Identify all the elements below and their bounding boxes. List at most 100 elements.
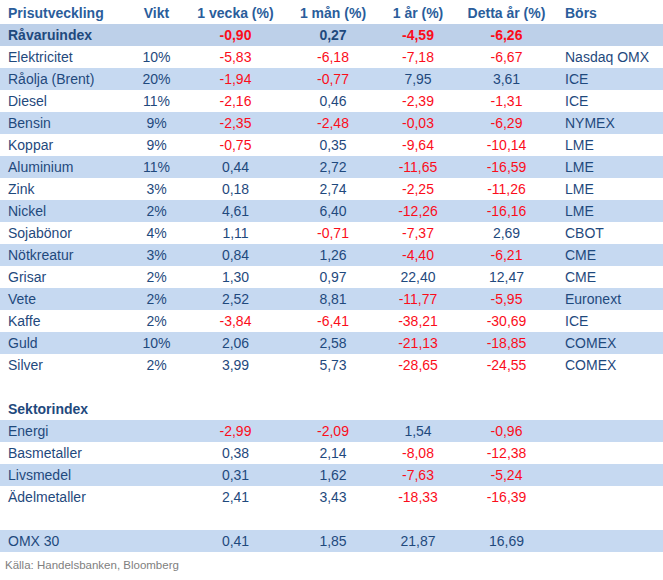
cell-bors — [555, 486, 663, 508]
cell-1-man — [288, 508, 378, 530]
cell-1-vecka: 0,18 — [183, 178, 288, 200]
cell-bors — [555, 376, 663, 398]
cell-name: Nötkreatur — [0, 244, 130, 266]
cell-name: Sektorindex — [0, 398, 130, 420]
cell-1-man: -2,48 — [288, 112, 378, 134]
spacer-row — [0, 376, 663, 398]
cell-1-vecka: 4,61 — [183, 200, 288, 222]
cell-detta-ar: -12,38 — [458, 442, 555, 464]
cell-detta-ar: -0,96 — [458, 420, 555, 442]
cell-vikt: 2% — [130, 200, 183, 222]
cell-1-man: -0,71 — [288, 222, 378, 244]
cell-bors: NYMEX — [555, 112, 663, 134]
cell-vikt: 2% — [130, 266, 183, 288]
cell-1-man: -2,09 — [288, 420, 378, 442]
cell-1-vecka: 2,06 — [183, 332, 288, 354]
cell-detta-ar — [458, 398, 555, 420]
cell-vikt: 2% — [130, 310, 183, 332]
cell-detta-ar: -18,85 — [458, 332, 555, 354]
cell-1-ar: -11,77 — [378, 288, 458, 310]
cell-bors: LME — [555, 200, 663, 222]
cell-1-man: 5,73 — [288, 354, 378, 376]
cell-bors: Nasdaq OMX — [555, 46, 663, 68]
cell-bors: CME — [555, 266, 663, 288]
cell-1-ar: 21,87 — [378, 530, 458, 552]
cell-detta-ar — [458, 376, 555, 398]
table-row: Energi-2,99-2,091,54-0,96 — [0, 420, 663, 442]
cell-name: Guld — [0, 332, 130, 354]
cell-bors: COMEX — [555, 354, 663, 376]
table-header-row: PrisutvecklingVikt1 vecka (%)1 mån (%)1 … — [0, 2, 663, 24]
cell-1-vecka: -0,75 — [183, 134, 288, 156]
cell-1-ar: -7,37 — [378, 222, 458, 244]
table-row: Zink3%0,182,74-2,25-11,26LME — [0, 178, 663, 200]
cell-vikt: 11% — [130, 156, 183, 178]
table-body: Råvaruindex-0,900,27-4,59-6,26Elektricit… — [0, 24, 663, 552]
cell-detta-ar: -6,29 — [458, 112, 555, 134]
cell-1-vecka: 2,41 — [183, 486, 288, 508]
cell-vikt — [130, 398, 183, 420]
cell-1-ar: -2,39 — [378, 90, 458, 112]
cell-1-vecka: -5,83 — [183, 46, 288, 68]
cell-detta-ar: -16,39 — [458, 486, 555, 508]
cell-1-ar: -38,21 — [378, 310, 458, 332]
cell-name: OMX 30 — [0, 530, 130, 552]
cell-1-vecka: -2,16 — [183, 90, 288, 112]
cell-name: Koppar — [0, 134, 130, 156]
cell-bors — [555, 508, 663, 530]
table-row: Guld10%2,062,58-21,13-18,85COMEX — [0, 332, 663, 354]
table-row: Silver2%3,995,73-28,65-24,55COMEX — [0, 354, 663, 376]
cell-bors — [555, 464, 663, 486]
cell-vikt — [130, 530, 183, 552]
cell-1-man: 2,58 — [288, 332, 378, 354]
col-header-vikt: Vikt — [130, 2, 183, 24]
cell-vikt: 10% — [130, 46, 183, 68]
cell-vikt: 9% — [130, 112, 183, 134]
table-row: Sojabönor4%1,11-0,71-7,372,69CBOT — [0, 222, 663, 244]
cell-1-man: 2,72 — [288, 156, 378, 178]
cell-1-vecka: 1,11 — [183, 222, 288, 244]
cell-name: Råolja (Brent) — [0, 68, 130, 90]
cell-1-ar: -0,03 — [378, 112, 458, 134]
cell-vikt: 20% — [130, 68, 183, 90]
table-row: Diesel11%-2,160,46-2,39-1,31ICE — [0, 90, 663, 112]
cell-1-ar: -4,40 — [378, 244, 458, 266]
cell-1-man: 0,46 — [288, 90, 378, 112]
cell-1-man: 3,43 — [288, 486, 378, 508]
cell-1-man: 2,14 — [288, 442, 378, 464]
cell-1-vecka: 1,30 — [183, 266, 288, 288]
cell-1-ar: -7,63 — [378, 464, 458, 486]
cell-1-ar: -18,33 — [378, 486, 458, 508]
cell-vikt: 2% — [130, 354, 183, 376]
cell-vikt: 10% — [130, 332, 183, 354]
cell-bors: ICE — [555, 68, 663, 90]
table-row: Grisar2%1,300,9722,4012,47CME — [0, 266, 663, 288]
cell-name: Ädelmetaller — [0, 486, 130, 508]
table-row: Vete2%2,528,81-11,77-5,95Euronext — [0, 288, 663, 310]
cell-detta-ar: -24,55 — [458, 354, 555, 376]
cell-1-man: 2,74 — [288, 178, 378, 200]
col-header-1-man: 1 mån (%) — [288, 2, 378, 24]
cell-vikt: 4% — [130, 222, 183, 244]
cell-detta-ar: -5,24 — [458, 464, 555, 486]
cell-detta-ar: -16,16 — [458, 200, 555, 222]
table-row: Nickel2%4,616,40-12,26-16,16LME — [0, 200, 663, 222]
cell-detta-ar: 2,69 — [458, 222, 555, 244]
col-header-prisutveckling: Prisutveckling — [0, 2, 130, 24]
table-row: Råolja (Brent)20%-1,94-0,777,953,61ICE — [0, 68, 663, 90]
cell-detta-ar: 16,69 — [458, 530, 555, 552]
cell-vikt — [130, 464, 183, 486]
cell-1-man — [288, 398, 378, 420]
cell-bors — [555, 420, 663, 442]
cell-detta-ar: -16,59 — [458, 156, 555, 178]
cell-1-vecka: -3,84 — [183, 310, 288, 332]
cell-1-vecka: 0,44 — [183, 156, 288, 178]
cell-1-ar: -21,13 — [378, 332, 458, 354]
cell-1-ar: -7,18 — [378, 46, 458, 68]
cell-bors — [555, 530, 663, 552]
table-row: Råvaruindex-0,900,27-4,59-6,26 — [0, 24, 663, 46]
cell-detta-ar: -6,21 — [458, 244, 555, 266]
cell-bors — [555, 398, 663, 420]
cell-1-vecka: 2,52 — [183, 288, 288, 310]
col-header-detta-ar: Detta år (%) — [458, 2, 555, 24]
